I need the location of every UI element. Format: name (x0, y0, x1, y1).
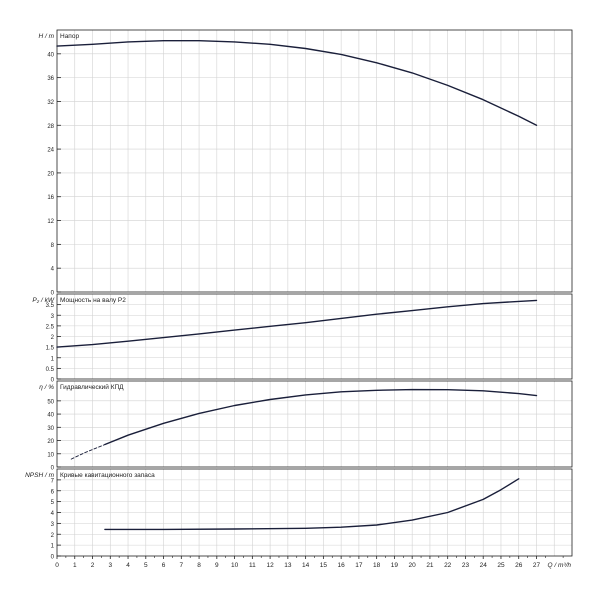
npsh-y-tick-label: 5 (51, 500, 55, 506)
power-y-tick-label: 1.5 (46, 346, 55, 352)
efficiency-y-tick-label: 30 (47, 426, 54, 432)
x-tick-label: 2 (91, 562, 95, 569)
efficiency-y-tick-label: 50 (47, 399, 54, 405)
x-tick-label: 19 (391, 562, 399, 569)
x-axis: 0 1 2 3 4 5 6 7 8 9 10 11 12 13 14 15 16 17 18 19 20 21 22 23 24… (55, 556, 571, 569)
npsh-y-tick-label: 2 (51, 533, 55, 539)
x-tick-label: 20 (409, 562, 417, 569)
head-curve-solid (56, 40, 538, 127)
head-y-tick-label: 36 (47, 76, 54, 82)
efficiency-panel: 0 10 20 30 40 50 η / % Гидравлический КПД (39, 380, 573, 472)
npsh-y-tick-label: 0 (51, 555, 55, 561)
efficiency-y-tick-label: 20 (47, 439, 54, 445)
head-y-tick-label: 32 (47, 100, 54, 106)
x-tick-label: 14 (302, 562, 310, 569)
efficiency-y-tick-label: 40 (47, 413, 54, 419)
x-tick-label: 11 (249, 562, 256, 569)
x-tick-label: 24 (480, 562, 488, 569)
efficiency-y-tick-label: 0 (51, 466, 55, 472)
x-tick-label: 25 (497, 562, 505, 569)
power-panel: 0 0.5 1 1.5 2 2.5 3 3.5P₂ / kW Мощность на валу … (32, 293, 573, 384)
head-y-tick-label: 28 (47, 124, 54, 130)
x-tick-label: 3 (108, 562, 112, 569)
power-y-tick-label: 3 (51, 314, 55, 320)
x-tick-label: 15 (320, 562, 328, 569)
head-y-tick-label: 8 (51, 243, 55, 249)
x-tick-label: 8 (197, 562, 201, 569)
npsh-y-axis-label: NPSH / m (25, 472, 54, 479)
x-tick-label: 26 (515, 562, 523, 569)
power-y-tick-label: 3.5 (46, 303, 55, 309)
efficiency-curve-solid (104, 388, 538, 446)
npsh-y-tick-label: 4 (51, 511, 55, 517)
npsh-panel-title: Кривые кавитационного запаса (60, 472, 155, 479)
power-y-axis-label: P₂ / kW (32, 297, 54, 304)
power-y-tick-label: 2 (51, 335, 55, 341)
efficiency-panel-title: Гидравлический КПД (60, 383, 124, 391)
x-tick-label: 27 (533, 562, 541, 569)
efficiency-y-tick-label: 10 (47, 452, 54, 458)
efficiency-frame (56, 380, 573, 468)
head-frame (56, 29, 573, 293)
x-tick-label: 12 (266, 562, 274, 569)
power-y-tick-label: 1 (51, 356, 55, 362)
x-tick-label: 10 (231, 562, 239, 569)
head-y-tick-label: 4 (51, 267, 55, 273)
x-tick-label: 23 (462, 562, 470, 569)
x-tick-label: 21 (426, 562, 434, 569)
x-tick-label: 5 (144, 562, 148, 569)
efficiency-y-axis-label: η / % (39, 384, 54, 391)
x-tick-label: 4 (126, 562, 130, 569)
npsh-y-tick-label: 7 (51, 478, 55, 484)
x-tick-label: 16 (338, 562, 346, 569)
npsh-y-tick-label: 1 (51, 544, 55, 550)
x-tick-label: 9 (215, 562, 219, 569)
head-y-tick-label: 16 (47, 195, 54, 201)
head-y-axis-label: H / m (38, 33, 54, 40)
power-y-tick-label: 0.5 (46, 367, 55, 373)
head-y-tick-label: 20 (47, 171, 54, 177)
power-panel-title: Мощность на валу P2 (60, 297, 126, 304)
power-curve-solid (56, 299, 538, 348)
efficiency-curve-dashed (70, 444, 106, 460)
x-tick-label: 18 (373, 562, 381, 569)
x-tick-label: 7 (179, 562, 183, 569)
x-tick-label: 13 (284, 562, 292, 569)
x-tick-label: 6 (162, 562, 166, 569)
x-tick-label: 1 (73, 562, 77, 569)
x-tick-label: 17 (355, 562, 363, 569)
head-y-tick-label: 12 (47, 219, 54, 225)
x-tick-label: 22 (444, 562, 452, 569)
npsh-y-tick-label: 6 (51, 489, 55, 495)
head-y-tick-label: 40 (47, 52, 54, 58)
npsh-curve-solid (104, 478, 520, 531)
power-y-tick-label: 2.5 (46, 324, 55, 330)
x-tick-label: 0 (55, 562, 59, 569)
x-axis-label: Q / m³/h (548, 562, 572, 569)
head-panel: 0 4 8 12 16 20 24 28 32 36 40 H / m Напор (38, 29, 573, 297)
power-y-tick-label: 0 (51, 378, 55, 384)
head-y-tick-label: 24 (47, 148, 54, 154)
head-y-tick-label: 0 (51, 291, 55, 297)
npsh-y-tick-label: 3 (51, 522, 55, 528)
head-panel-title: Напор (60, 33, 79, 40)
